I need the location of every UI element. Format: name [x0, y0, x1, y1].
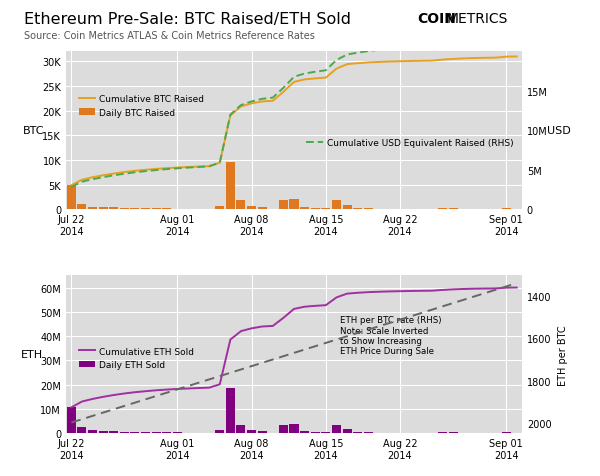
Bar — [300, 431, 309, 433]
Bar — [364, 209, 373, 210]
Text: METRICS: METRICS — [447, 12, 508, 26]
Legend: Cumulative USD Equivalent Raised (RHS): Cumulative USD Equivalent Raised (RHS) — [303, 136, 517, 152]
Bar — [152, 432, 161, 433]
Bar — [141, 432, 150, 433]
Bar — [130, 432, 139, 433]
Bar — [257, 208, 266, 210]
Bar — [449, 209, 458, 210]
Bar — [162, 432, 171, 433]
Bar — [332, 201, 341, 210]
Bar — [353, 432, 362, 433]
Bar — [502, 208, 511, 210]
Bar — [343, 429, 352, 433]
Y-axis label: ETH per BTC: ETH per BTC — [559, 324, 568, 385]
Y-axis label: BTC: BTC — [23, 126, 44, 136]
Text: ETH per BTC rate (RHS)
Note: Scale Inverted
to Show Increasing
ETH Price During : ETH per BTC rate (RHS) Note: Scale Inver… — [340, 316, 441, 356]
Bar — [332, 426, 341, 433]
Text: Ethereum Pre-Sale: BTC Raised/ETH Sold: Ethereum Pre-Sale: BTC Raised/ETH Sold — [24, 12, 351, 27]
Bar — [67, 407, 76, 433]
Bar — [236, 201, 245, 210]
Bar — [247, 207, 256, 210]
Bar — [173, 209, 182, 210]
Bar — [130, 208, 139, 210]
Bar — [152, 209, 161, 210]
Bar — [247, 430, 256, 433]
Bar — [289, 424, 299, 433]
Bar — [502, 432, 511, 433]
Bar — [289, 200, 299, 210]
Legend: Cumulative BTC Raised, Daily BTC Raised: Cumulative BTC Raised, Daily BTC Raised — [75, 91, 208, 121]
Y-axis label: ETH: ETH — [21, 349, 43, 359]
Bar — [322, 209, 331, 210]
Bar — [236, 425, 245, 433]
Bar — [279, 425, 288, 433]
Bar — [257, 431, 266, 433]
Bar — [438, 208, 447, 210]
Text: COIN: COIN — [417, 12, 456, 26]
Bar — [67, 186, 76, 210]
Bar — [300, 207, 309, 210]
Bar — [374, 209, 383, 210]
Bar — [109, 208, 118, 210]
Bar — [311, 208, 320, 210]
Bar — [438, 432, 447, 433]
Bar — [353, 208, 362, 210]
Bar — [279, 201, 288, 210]
Bar — [98, 431, 107, 433]
Bar — [226, 388, 235, 433]
Text: Source: Coin Metrics ATLAS & Coin Metrics Reference Rates: Source: Coin Metrics ATLAS & Coin Metric… — [24, 31, 315, 41]
Bar — [184, 209, 193, 210]
Bar — [268, 209, 277, 210]
Bar — [120, 208, 129, 210]
Bar — [343, 205, 352, 210]
Bar — [141, 208, 150, 210]
Bar — [77, 204, 86, 210]
Bar — [120, 432, 129, 433]
Legend: Cumulative ETH Sold, Daily ETH Sold: Cumulative ETH Sold, Daily ETH Sold — [75, 343, 198, 373]
Bar — [77, 427, 86, 433]
Bar — [162, 209, 171, 210]
Bar — [215, 430, 224, 433]
Bar — [88, 207, 97, 210]
Bar — [109, 431, 118, 433]
Y-axis label: USD: USD — [547, 126, 571, 136]
Bar — [215, 206, 224, 210]
Bar — [459, 209, 468, 210]
Bar — [311, 432, 320, 433]
Bar — [226, 162, 235, 210]
Bar — [88, 430, 97, 433]
Bar — [98, 208, 107, 210]
